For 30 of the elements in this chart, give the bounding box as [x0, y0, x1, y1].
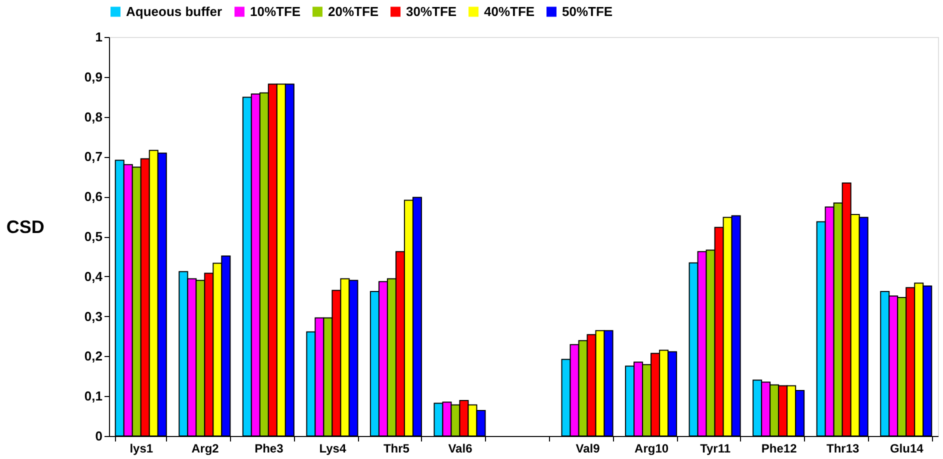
legend-label: Aqueous buffer: [126, 4, 222, 19]
y-tick-label: 1: [95, 30, 102, 44]
x-tick-label: Tyr11: [700, 442, 731, 456]
x-tick-label: Thr13: [826, 442, 860, 456]
legend-label: 10%TFE: [250, 4, 301, 19]
legend-label: 20%TFE: [328, 4, 379, 19]
y-tick-label: 0,8: [84, 109, 102, 124]
x-tick-label: lys1: [130, 442, 154, 456]
x-tick-label: Thr5: [383, 442, 410, 456]
x-tick-label: Arg2: [191, 442, 220, 456]
x-tick-label: Phe3: [254, 442, 284, 456]
y-tick-label: 0,4: [84, 268, 104, 284]
x-tick-label: Glu14: [890, 442, 924, 456]
y-tick-label: 0,7: [84, 149, 102, 164]
y-axis-title: CSD: [6, 217, 44, 237]
legend-label: 30%TFE: [406, 4, 457, 19]
legend-label: 40%TFE: [484, 4, 535, 19]
y-tick-label: 0,1: [84, 388, 102, 404]
x-tick-label: Arg10: [634, 442, 669, 456]
y-tick-label: 0,5: [84, 229, 102, 244]
x-tick-label: Lys4: [319, 442, 346, 456]
y-tick-label: 0: [95, 428, 102, 444]
y-tick-label: 0,6: [84, 189, 102, 204]
x-tick-label: Val6: [448, 442, 473, 456]
x-tick-label: Val9: [576, 442, 600, 456]
y-tick-label: 0,9: [84, 69, 102, 84]
legend-label: 50%TFE: [562, 4, 613, 19]
x-tick-label: Phe12: [761, 442, 798, 456]
y-tick-label: 0,2: [84, 348, 102, 364]
y-tick-label: 0,3: [84, 308, 102, 324]
